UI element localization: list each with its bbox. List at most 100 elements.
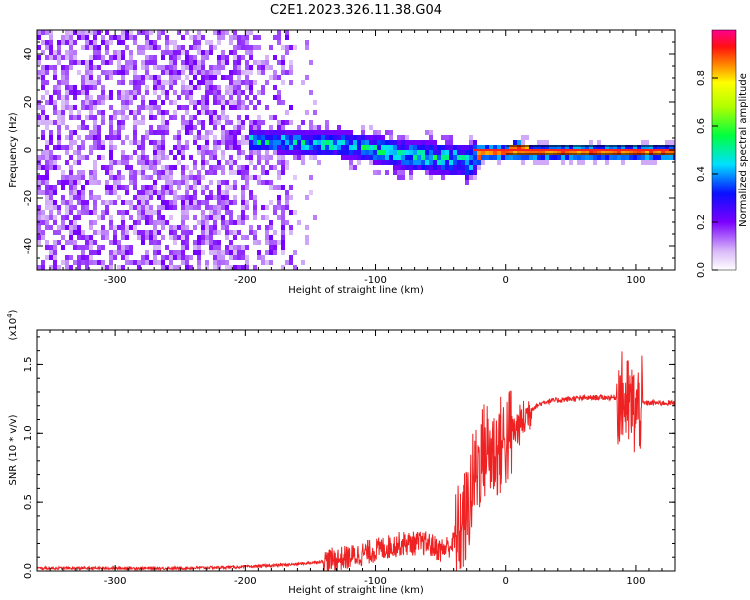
spectrogram-cell — [249, 135, 253, 140]
spectrogram-cell — [93, 125, 97, 130]
spectrogram-cell — [45, 215, 49, 220]
spectrogram-cell — [205, 105, 209, 110]
spectrogram-cell — [433, 155, 437, 160]
spectrogram-cell — [45, 185, 49, 190]
spectrogram-cell — [333, 150, 337, 155]
spectrogram-cell — [41, 130, 45, 135]
spectrogram-cell — [61, 65, 65, 70]
spectrogram-cell — [89, 30, 93, 35]
spectrogram-cell — [425, 170, 429, 175]
spectrogram-cell — [77, 115, 81, 120]
spectrogram-cell — [301, 145, 305, 150]
spectrogram-cell — [421, 150, 425, 155]
spectrogram-cell — [285, 45, 289, 50]
spectrogram-cell — [269, 155, 273, 160]
spectrogram-cell — [365, 145, 369, 150]
spectrogram-cell — [233, 135, 237, 140]
spectrogram-cell — [137, 105, 141, 110]
spectrogram-cell — [49, 185, 53, 190]
spectrogram-cell — [161, 190, 165, 195]
spectrogram-cell — [281, 135, 285, 140]
spectrogram-cell — [201, 175, 205, 180]
spectrogram-cell — [161, 215, 165, 220]
spectrogram-cell — [85, 115, 89, 120]
spectrogram-cell — [133, 185, 137, 190]
spectrogram-cell — [125, 165, 129, 170]
spectrogram-cell — [81, 200, 85, 205]
spectrogram-cell — [241, 255, 245, 260]
spectrogram-cell — [69, 220, 73, 225]
spectrogram-cell — [101, 235, 105, 240]
spectrogram-cell — [589, 145, 593, 150]
spectrogram-cell — [273, 130, 277, 135]
spectrogram-cell — [217, 230, 221, 235]
spectrogram-cell — [89, 110, 93, 115]
spectrogram-cell — [305, 130, 309, 135]
spectrogram-cell — [189, 230, 193, 235]
spectrogram-cell — [285, 30, 289, 35]
spectrogram-cell — [245, 185, 249, 190]
spectrogram-cell — [153, 225, 157, 230]
spectrogram-cell — [281, 225, 285, 230]
spectrogram-cell — [201, 190, 205, 195]
spectrogram-cell — [621, 160, 625, 165]
spectrogram-cell — [245, 215, 249, 220]
spectrogram-cell — [77, 245, 81, 250]
spectrogram-cell — [81, 155, 85, 160]
spectrogram-cell — [117, 245, 121, 250]
spectrogram-cell — [185, 145, 189, 150]
spectrogram-cell — [245, 80, 249, 85]
spectrogram-cell — [65, 30, 69, 35]
spectrogram-cell — [309, 130, 313, 135]
spectrogram-cell — [333, 145, 337, 150]
spectrogram-cell — [145, 185, 149, 190]
spectrogram-cell — [209, 45, 213, 50]
spectrogram-cell — [61, 115, 65, 120]
spectrogram-cell — [169, 190, 173, 195]
spectrogram-cell — [57, 205, 61, 210]
spectrogram-cell — [233, 100, 237, 105]
spectrogram-cell — [233, 45, 237, 50]
spectrogram-cell — [233, 250, 237, 255]
spectrogram-cell — [441, 135, 445, 140]
spectrogram-cell — [241, 200, 245, 205]
spectrogram-cell — [241, 125, 245, 130]
spectrogram-cell — [133, 220, 137, 225]
spectrogram-cell — [157, 190, 161, 195]
spectrogram-cell — [61, 170, 65, 175]
spectrogram-cell — [645, 140, 649, 145]
spectrogram-cell — [69, 205, 73, 210]
spectrogram-cell — [73, 260, 77, 265]
spectrogram-cell — [277, 90, 281, 95]
spectrogram-cell — [405, 165, 409, 170]
spectrogram-cell — [57, 135, 61, 140]
spectrogram-cell — [97, 250, 101, 255]
spectrogram-cell — [161, 120, 165, 125]
spectrogram-cell — [45, 145, 49, 150]
spectrogram-cell — [229, 40, 233, 45]
spectrogram-cell — [177, 250, 181, 255]
spectrogram-cell — [69, 135, 73, 140]
spectrogram-cell — [369, 160, 373, 165]
spectrogram-cell — [109, 185, 113, 190]
spectrogram-cell — [105, 40, 109, 45]
spectrogram-cell — [237, 265, 241, 270]
spectrogram-cell — [221, 215, 225, 220]
spectrogram-cell — [141, 200, 145, 205]
spectrogram-cell — [137, 155, 141, 160]
spectrogram-cell — [201, 210, 205, 215]
spectrogram-cell — [65, 210, 69, 215]
spectrogram-cell — [125, 230, 129, 235]
spectrogram-cell — [113, 230, 117, 235]
spectrogram-cell — [73, 195, 77, 200]
spectrogram-cell — [81, 100, 85, 105]
spectrogram-cell — [165, 125, 169, 130]
spectrogram-cell — [233, 160, 237, 165]
spectrogram-cell — [133, 125, 137, 130]
spectrogram-cell — [149, 40, 153, 45]
spectrogram-cell — [89, 240, 93, 245]
spectrogram-cell — [69, 240, 73, 245]
spectrogram-cell — [365, 150, 369, 155]
spectrogram-cell — [457, 170, 461, 175]
spectrogram-cell — [149, 230, 153, 235]
